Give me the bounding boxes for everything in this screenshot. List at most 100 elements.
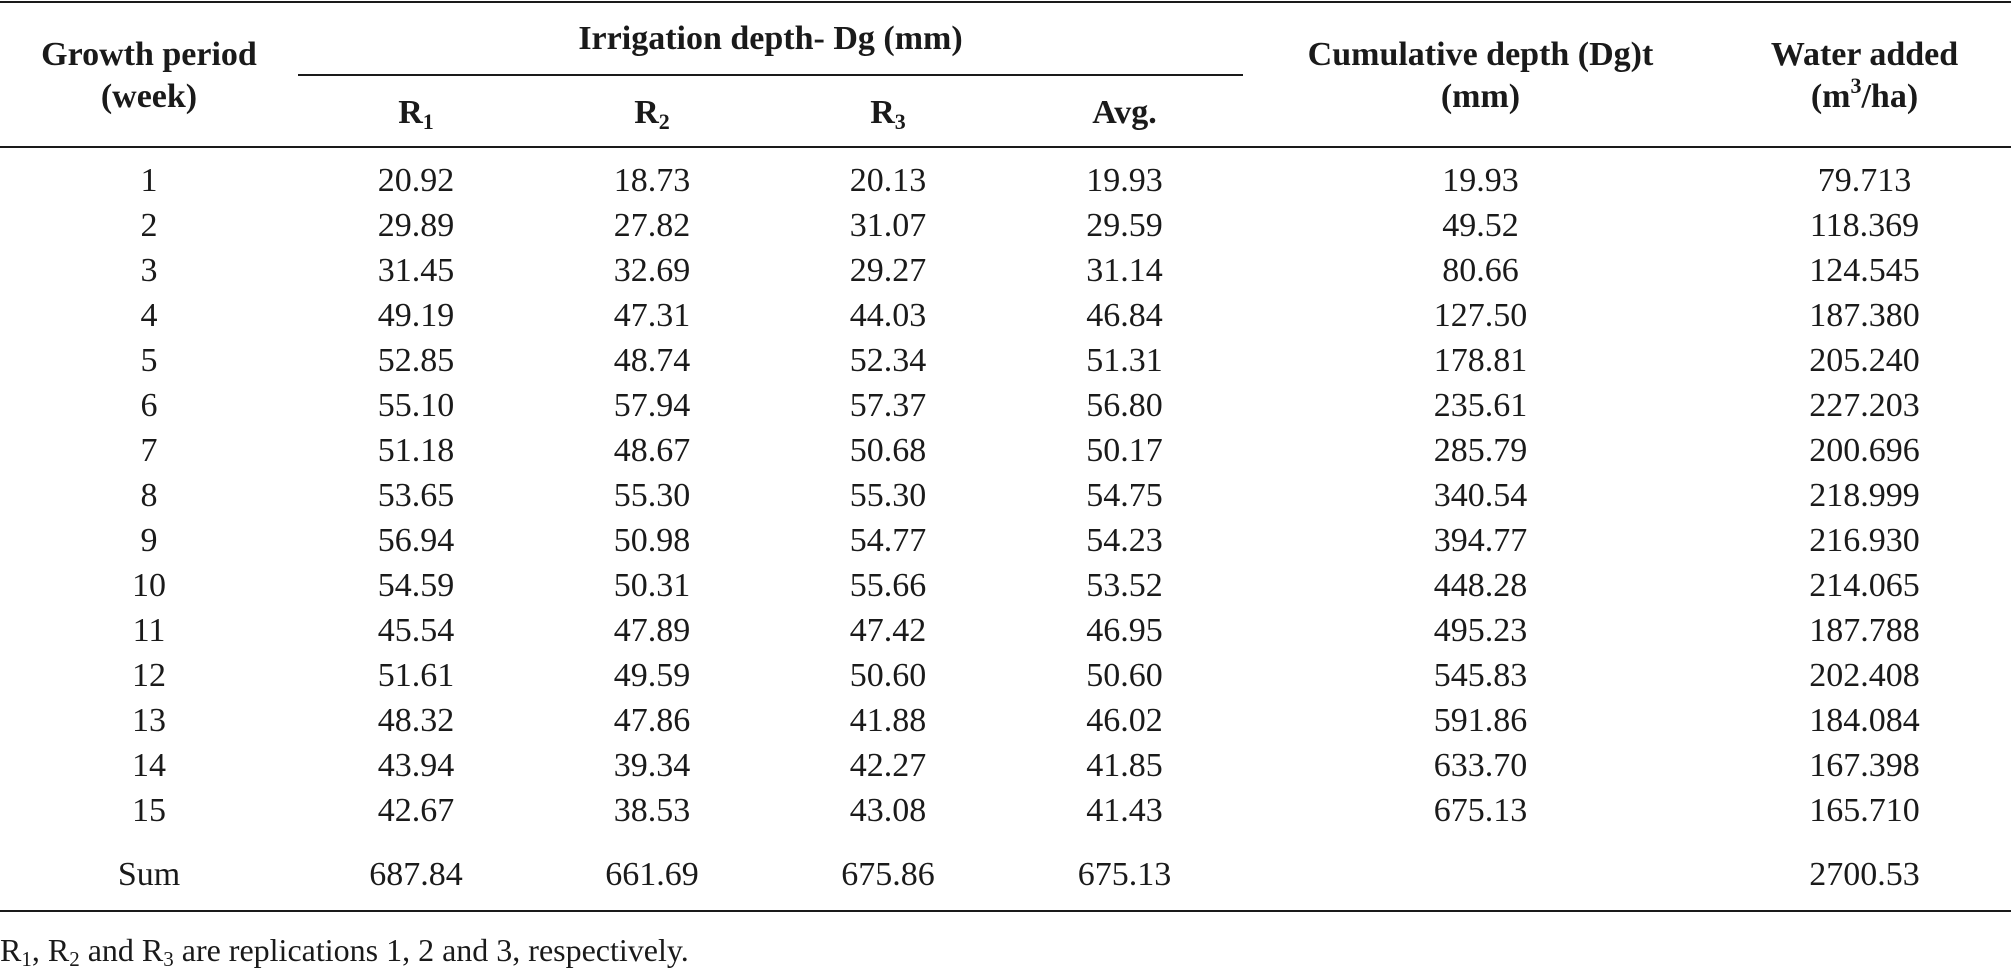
header-cum-line2: (mm) bbox=[1440, 78, 1521, 115]
cell-week: 8 bbox=[140, 476, 158, 514]
cell-avg: 50.17 bbox=[1086, 431, 1163, 469]
cell-cum: 340.54 bbox=[1433, 476, 1528, 514]
cell-r1: 53.65 bbox=[377, 476, 455, 514]
cell-cum: 495.23 bbox=[1433, 611, 1528, 649]
cell-r1: 45.54 bbox=[377, 611, 455, 649]
water-unit-pre: (m bbox=[1810, 78, 1851, 115]
table-row: 5 52.85 48.74 52.34 51.31 178.81 205.240 bbox=[0, 338, 2011, 383]
cell-water: 218.999 bbox=[1809, 476, 1920, 514]
cell-week: 7 bbox=[140, 431, 158, 469]
cell-avg: 53.52 bbox=[1086, 566, 1163, 604]
header-water-line1: Water added bbox=[1770, 36, 1959, 73]
cell-avg: 19.93 bbox=[1086, 161, 1163, 199]
cell-r3: 44.03 bbox=[849, 296, 927, 334]
cell-r3: 42.27 bbox=[849, 746, 927, 784]
cell-avg: 50.60 bbox=[1086, 656, 1163, 694]
header-cumulative-depth: Cumulative depth (Dg)t (mm) bbox=[1243, 34, 1718, 118]
cell-r3: 50.60 bbox=[849, 656, 927, 694]
fn-sep1: , R bbox=[31, 932, 70, 968]
cell-r1: 43.94 bbox=[377, 746, 455, 784]
header-r2: R2 bbox=[534, 92, 770, 134]
header-r1: R1 bbox=[298, 92, 534, 134]
cell-r3: 55.66 bbox=[849, 566, 927, 604]
cell-week: 10 bbox=[132, 566, 166, 604]
cell-week: 5 bbox=[140, 341, 158, 379]
irrigation-header-rule bbox=[298, 74, 1243, 76]
cell-week: 11 bbox=[132, 611, 166, 649]
header-irrigation-depth: Irrigation depth- Dg (mm) bbox=[578, 20, 963, 57]
table-row: 12 51.61 49.59 50.60 50.60 545.83 202.408 bbox=[0, 653, 2011, 698]
header-growth-period: Growth period (week) bbox=[0, 34, 298, 118]
r3-subscript: 3 bbox=[894, 109, 906, 134]
cell-r1: 56.94 bbox=[377, 521, 455, 559]
cell-week: 4 bbox=[140, 296, 158, 334]
cell-week: 15 bbox=[132, 791, 166, 829]
cell-avg: 46.84 bbox=[1086, 296, 1163, 334]
cell-water: 216.930 bbox=[1809, 521, 1920, 559]
header-water-added: Water added (m3/ha) bbox=[1718, 34, 2011, 118]
cell-water: 187.380 bbox=[1809, 296, 1920, 334]
cell-week: 1 bbox=[140, 161, 158, 199]
table-row: 14 43.94 39.34 42.27 41.85 633.70 167.398 bbox=[0, 743, 2011, 788]
cell-r1: 29.89 bbox=[377, 206, 455, 244]
header-r3: R3 bbox=[770, 92, 1006, 134]
cell-water: 79.713 bbox=[1817, 161, 1912, 199]
cell-r1: 51.18 bbox=[377, 431, 455, 469]
cell-week: 2 bbox=[140, 206, 158, 244]
table-row: 7 51.18 48.67 50.68 50.17 285.79 200.696 bbox=[0, 428, 2011, 473]
r1-letter: R bbox=[398, 94, 423, 131]
cell-week: 3 bbox=[140, 251, 158, 289]
cell-cum: 19.93 bbox=[1442, 161, 1519, 199]
cell-week: 6 bbox=[140, 386, 158, 424]
r1-subscript: 1 bbox=[422, 109, 434, 134]
cell-r1: 49.19 bbox=[377, 296, 455, 334]
cell-r3: 47.42 bbox=[849, 611, 927, 649]
cell-avg: 41.85 bbox=[1086, 746, 1163, 784]
cell-r3: 54.77 bbox=[849, 521, 927, 559]
cell-week: 13 bbox=[132, 701, 166, 739]
cell-cum: 285.79 bbox=[1433, 431, 1528, 469]
cell-week: Sum bbox=[117, 856, 181, 893]
cell-r3: 43.08 bbox=[849, 791, 927, 829]
r2-letter: R bbox=[634, 94, 659, 131]
table-row: 10 54.59 50.31 55.66 53.52 448.28 214.065 bbox=[0, 563, 2011, 608]
cell-cum: 235.61 bbox=[1433, 386, 1528, 424]
cell-r2: 47.89 bbox=[613, 611, 691, 649]
water-unit-sup: 3 bbox=[1850, 73, 1862, 98]
cell-r2: 57.94 bbox=[613, 386, 691, 424]
cell-r2: 47.86 bbox=[613, 701, 691, 739]
table-row: 1 20.92 18.73 20.13 19.93 19.93 79.713 bbox=[0, 158, 2011, 203]
table-row: 13 48.32 47.86 41.88 46.02 591.86 184.084 bbox=[0, 698, 2011, 743]
cell-r2: 55.30 bbox=[613, 476, 691, 514]
header-water-line2: (m3/ha) bbox=[1718, 73, 2011, 118]
fn-r1: R bbox=[0, 932, 22, 968]
cell-r3: 50.68 bbox=[849, 431, 927, 469]
header-growth-line2: (week) bbox=[100, 78, 198, 115]
cell-cum: 49.52 bbox=[1442, 206, 1519, 244]
table-top-rule bbox=[0, 1, 2011, 3]
table-row: 8 53.65 55.30 55.30 54.75 340.54 218.999 bbox=[0, 473, 2011, 518]
cell-r3: 31.07 bbox=[849, 206, 927, 244]
cell-r3: 41.88 bbox=[849, 701, 927, 739]
water-unit-post: /ha) bbox=[1861, 78, 1919, 115]
cell-r3: 57.37 bbox=[849, 386, 927, 424]
cell-water: 124.545 bbox=[1809, 251, 1920, 289]
sum-row: Sum 687.84 661.69 675.86 675.13 2700.53 bbox=[0, 851, 2011, 899]
cell-cum: 178.81 bbox=[1433, 341, 1528, 379]
cell-water: 165.710 bbox=[1809, 791, 1920, 829]
cell-water: 187.788 bbox=[1809, 611, 1920, 649]
cell-cum: 80.66 bbox=[1442, 251, 1519, 289]
cell-cum: 394.77 bbox=[1433, 521, 1528, 559]
cell-water: 214.065 bbox=[1809, 566, 1920, 604]
cell-water: 227.203 bbox=[1809, 386, 1920, 424]
cell-r2: 32.69 bbox=[613, 251, 691, 289]
cell-avg: 29.59 bbox=[1086, 206, 1163, 244]
cell-water: 2700.53 bbox=[1809, 856, 1920, 893]
cell-r2: 50.98 bbox=[613, 521, 691, 559]
fn-tail: are replications 1, 2 and 3, respectivel… bbox=[173, 932, 689, 968]
cell-week: 14 bbox=[132, 746, 166, 784]
table-row: 11 45.54 47.89 47.42 46.95 495.23 187.788 bbox=[0, 608, 2011, 653]
cell-cum: 448.28 bbox=[1433, 566, 1528, 604]
cell-avg: 54.23 bbox=[1086, 521, 1163, 559]
r2-subscript: 2 bbox=[658, 109, 670, 134]
